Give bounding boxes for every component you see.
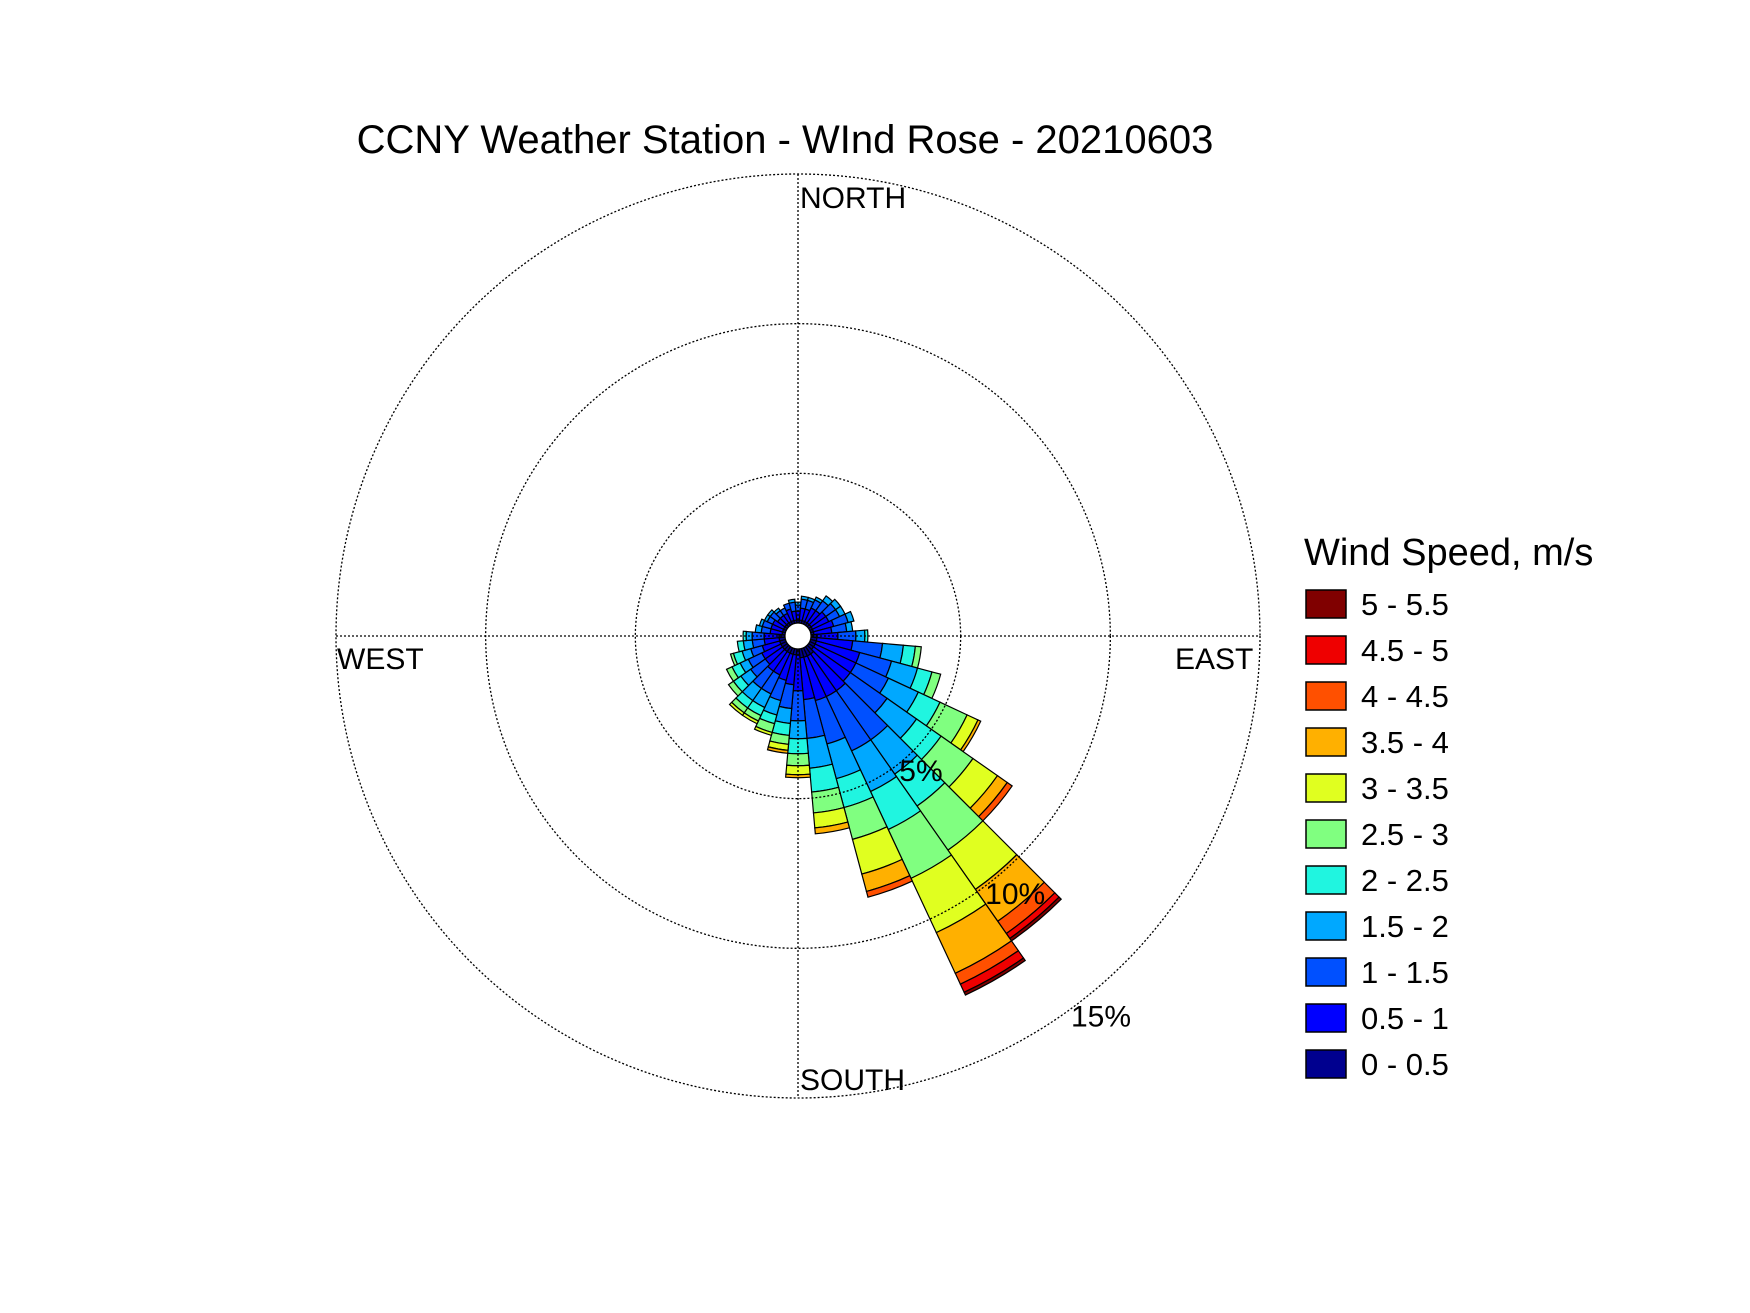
wind-rose-plot: 5% 10% 15% (335, 173, 1261, 1099)
direction-label-west: WEST (337, 643, 424, 676)
legend-label: 5 - 5.5 (1361, 587, 1449, 622)
sector-320-bin-3 (773, 607, 782, 615)
legend-label: 1 - 1.5 (1361, 955, 1449, 990)
legend-label: 2.5 - 3 (1361, 817, 1449, 852)
legend-label: 1.5 - 2 (1361, 909, 1449, 944)
sector-150-bin-10 (963, 957, 1027, 996)
sector-250-bin-5 (729, 652, 739, 667)
legend-swatch (1305, 589, 1347, 619)
sector-80-bin-3 (844, 621, 854, 633)
sector-70-bin-3 (844, 610, 855, 624)
center-hole (784, 622, 812, 650)
direction-label-north: NORTH (800, 182, 906, 215)
legend-title: Wind Speed, m/s (1304, 532, 1593, 574)
sector-190-bin-7 (766, 746, 789, 754)
sector-160-bin-8 (865, 874, 914, 898)
direction-label-south: SOUTH (800, 1064, 905, 1097)
legend-label: 4.5 - 5 (1361, 633, 1449, 668)
legend: Wind Speed, m/s 5 - 5.5 4.5 - 5 4 - 4.5 3.5… (1304, 532, 1593, 1082)
ring-label-5: 5% (899, 755, 942, 788)
legend-swatch (1305, 865, 1347, 895)
legend-swatch (1305, 1003, 1347, 1033)
legend-label: 3 - 3.5 (1361, 771, 1449, 806)
chart-title: CCNY Weather Station - WInd Rose - 20210… (357, 118, 1214, 162)
sector-290-bin-3 (758, 618, 766, 628)
legend-swatch (1305, 819, 1347, 849)
sector-260-bin-4 (736, 640, 746, 653)
wind-rose-sectors (725, 595, 1063, 996)
legend-swatch (1305, 1049, 1347, 1079)
sector-200-bin-6 (753, 725, 773, 737)
sector-240-bin-5 (725, 665, 740, 683)
ring-label-10: 10% (985, 878, 1045, 911)
legend-label: 3.5 - 4 (1361, 725, 1449, 760)
ring-label-15: 15% (1071, 1000, 1131, 1033)
legend-label: 0 - 0.5 (1361, 1047, 1449, 1082)
legend-swatch (1305, 957, 1347, 987)
legend-swatch (1305, 773, 1347, 803)
sector-220-bin-6 (728, 701, 746, 717)
legend-items: 5 - 5.5 4.5 - 5 4 - 4.5 3.5 - 4 3 - 3.5 2.5 -… (1305, 587, 1449, 1082)
legend-swatch (1305, 911, 1347, 941)
direction-label-east: EAST (1175, 643, 1253, 676)
sector-170-bin-7 (814, 821, 851, 835)
sector-230-bin-5 (727, 680, 744, 697)
ring-labels: 5% 10% 15% (899, 755, 1131, 1033)
legend-swatch (1305, 635, 1347, 665)
legend-label: 2 - 2.5 (1361, 863, 1449, 898)
legend-swatch (1305, 681, 1347, 711)
legend-label: 4 - 4.5 (1361, 679, 1449, 714)
sector-280-bin-3 (754, 624, 764, 634)
sector-350-bin-3 (787, 598, 796, 604)
legend-swatch (1305, 727, 1347, 757)
sector-310-bin-3 (766, 609, 775, 618)
legend-label: 0.5 - 1 (1361, 1001, 1449, 1036)
